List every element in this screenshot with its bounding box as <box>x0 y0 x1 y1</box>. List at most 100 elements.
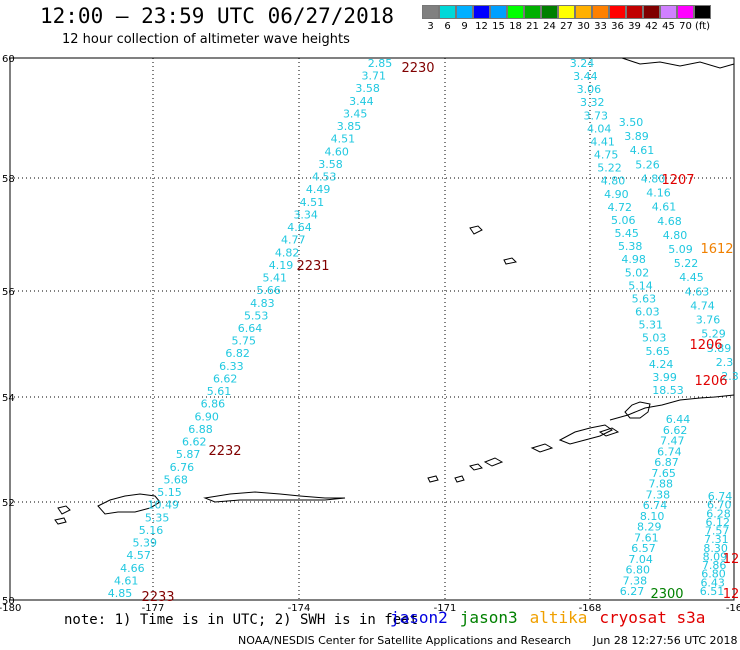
rat-islands <box>97 493 161 515</box>
color-swatch <box>643 5 660 19</box>
latitude-label: 52 <box>2 498 15 509</box>
wave-height-value: 4.61 <box>114 574 139 587</box>
longitude-label: -16 <box>726 603 740 614</box>
wave-height-value: 7.88 <box>649 478 674 491</box>
wave-height-value: 6.33 <box>219 360 244 373</box>
wave-height-value: 4.57 <box>126 549 151 562</box>
page-title: 12:00 – 23:59 UTC 06/27/2018 <box>40 4 395 28</box>
satellite-legend-item: jason2 <box>390 608 448 627</box>
color-scale-label: 30 <box>577 21 590 32</box>
wave-height-value: 4.63 <box>685 285 710 298</box>
color-swatch <box>456 5 473 19</box>
color-scale-label: 21 <box>526 21 539 32</box>
wave-height-value: 6.80 <box>701 568 726 581</box>
wave-height-value: 6.74 <box>657 445 682 458</box>
wave-height-value: 4.75 <box>594 149 619 162</box>
wave-height-value: 5.03 <box>642 332 667 345</box>
wave-height-value: 5.41 <box>263 272 288 285</box>
generation-timestamp: Jun 28 12:27:56 UTC 2018 <box>593 634 738 647</box>
wave-height-value: 4.77 <box>281 234 306 247</box>
color-swatch <box>626 5 643 19</box>
wave-height-value: 2.3 <box>716 356 734 369</box>
andreanof-islands <box>203 491 346 503</box>
wave-height-value: 2.3 <box>721 370 739 383</box>
color-swatch <box>558 5 575 19</box>
wave-height-value: 4.51 <box>331 133 356 146</box>
color-swatch <box>524 5 541 19</box>
latitude-label: 54 <box>2 393 15 404</box>
wave-height-value: 7.38 <box>623 574 648 587</box>
color-swatch <box>694 5 711 19</box>
wave-height-value: 6.87 <box>654 456 679 469</box>
wave-height-value: 18.53 <box>652 384 684 397</box>
wave-height-value: 3.71 <box>362 70 387 83</box>
color-swatch <box>473 5 490 19</box>
wave-height-color-scale: 3 6 9 12 15 18 21 24 27 30 33 36 39 42 45 70 (ft) <box>422 5 732 33</box>
wave-height-value: 4.51 <box>300 196 325 209</box>
wave-height-value: 4.49 <box>306 183 331 196</box>
color-scale-label: 45 <box>662 21 675 32</box>
wave-height-value: 6.88 <box>188 423 213 436</box>
wave-height-value: 7.57 <box>705 525 730 538</box>
color-scale-label: 27 <box>560 21 573 32</box>
wave-height-value: 5.87 <box>176 448 201 461</box>
wave-height-value: 5.53 <box>244 309 269 322</box>
wave-height-value: 4.16 <box>646 187 671 200</box>
color-scale-label: 42 <box>645 21 658 32</box>
satellite-legend-item: altika <box>529 608 588 627</box>
wave-height-value: 6.76 <box>170 461 195 474</box>
wave-height-value: 4.72 <box>608 201 633 214</box>
wave-height-value: 5.16 <box>139 524 164 537</box>
wave-height-value: 3.45 <box>343 108 368 121</box>
color-scale-label: 18 <box>509 21 522 32</box>
wave-height-value: 3.58 <box>355 82 380 95</box>
wave-height-value: 3.73 <box>584 109 609 122</box>
color-scale-label: 3 <box>427 21 434 32</box>
color-scale-label: 15 <box>492 21 505 32</box>
wave-height-value: 3.76 <box>696 314 721 327</box>
wave-height-value: 5.75 <box>232 335 257 348</box>
wave-height-value: 6.62 <box>213 373 238 386</box>
credit-line: NOAA/NESDIS Center for Satellite Applica… <box>238 634 738 647</box>
land <box>54 57 735 525</box>
color-scale-label: 36 <box>611 21 624 32</box>
wave-height-value: 6.57 <box>631 542 656 555</box>
color-swatches <box>422 5 732 19</box>
wave-height-value: 3.44 <box>573 70 598 83</box>
color-swatch <box>575 5 592 19</box>
wave-height-value: 8.10 <box>640 510 665 523</box>
wave-height-value: 4.64 <box>287 221 312 234</box>
wave-height-value: 4.66 <box>120 562 145 575</box>
wave-height-value: 5.38 <box>618 240 643 253</box>
aleutian-chain-east <box>609 394 735 421</box>
wave-height-value: 5.02 <box>625 266 650 279</box>
wave-height-value: 6.70 <box>707 499 732 512</box>
wave-height-value: 5.15 <box>157 486 182 499</box>
page-subtitle: 12 hour collection of altimeter wave hei… <box>62 32 350 47</box>
wave-height-value: 6.43 <box>700 576 725 589</box>
pass-time-label: 1612 <box>700 242 733 257</box>
color-swatch <box>609 5 626 19</box>
wave-height-value: 4.74 <box>690 299 715 312</box>
wave-height-value: 3.34 <box>293 208 318 221</box>
wave-height-value: 3.85 <box>337 120 362 133</box>
longitude-label: -168 <box>579 603 602 614</box>
umnak-islands <box>469 457 504 471</box>
pribilof-st-george <box>503 257 518 265</box>
pass-time-label: 2232 <box>208 444 241 459</box>
wave-height-value: 7.86 <box>702 559 727 572</box>
wave-height-value: 6.51 <box>700 585 725 598</box>
wave-height-value: 6.62 <box>663 424 688 437</box>
pribilof-st-paul <box>469 225 483 235</box>
axis-labels: 60 58 56 54 52 50-180 -177 -174 -171 -168 -16 <box>0 54 740 614</box>
wave-height-value: 5.22 <box>674 257 699 270</box>
wave-height-value: 8.09 <box>703 551 728 564</box>
wave-height-value: 5.39 <box>133 537 158 550</box>
wave-height-value: 3.89 <box>624 130 649 143</box>
color-swatch <box>660 5 677 19</box>
wave-height-value: 6.86 <box>201 398 226 411</box>
wave-height-value: 5.68 <box>163 473 188 486</box>
wave-height-value: 4.82 <box>275 246 300 259</box>
wave-height-value: 4.68 <box>657 215 682 228</box>
wave-height-value: 5.06 <box>611 214 636 227</box>
